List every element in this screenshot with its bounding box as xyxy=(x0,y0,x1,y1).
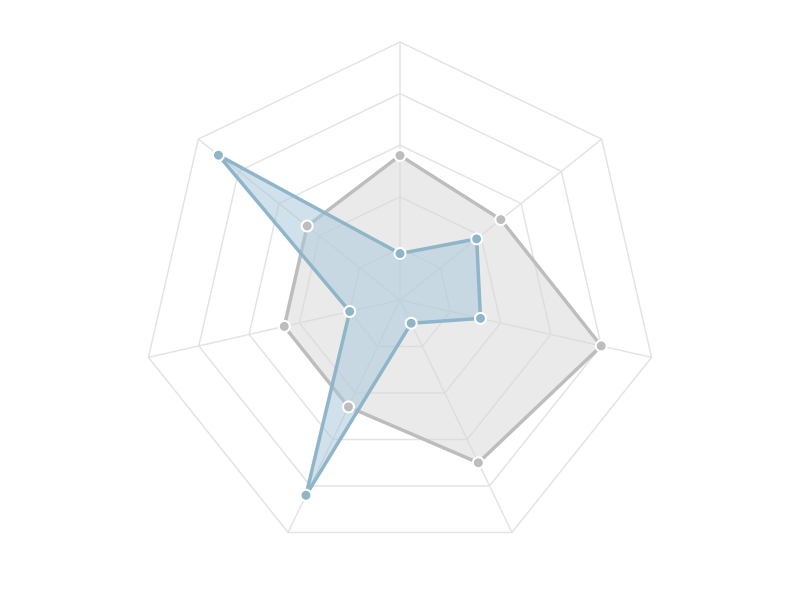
grid-ring-4 xyxy=(197,92,603,487)
series-1-point-7[interactable] xyxy=(300,219,314,233)
series-1-point-1[interactable] xyxy=(393,149,407,163)
series-2-point-1[interactable] xyxy=(393,247,407,261)
series-1-point-5[interactable] xyxy=(342,400,356,414)
series-2-point-7[interactable] xyxy=(211,148,225,162)
series-2-point-4[interactable] xyxy=(404,316,418,330)
grid-ring-3 xyxy=(248,144,552,441)
radar-points xyxy=(211,148,608,502)
series-1-point-3[interactable] xyxy=(594,339,608,353)
series-2-point-3[interactable] xyxy=(473,311,487,325)
series-2-area xyxy=(216,153,483,498)
grid-ring-5 xyxy=(147,41,653,534)
series-1-point-2[interactable] xyxy=(494,213,508,227)
series-2-point-2[interactable] xyxy=(470,232,484,246)
series-1-point-4[interactable] xyxy=(471,456,485,470)
series-2-point-5[interactable] xyxy=(299,488,313,502)
series-2-point-6[interactable] xyxy=(343,304,357,318)
radar-series xyxy=(216,153,603,498)
series-1-point-6[interactable] xyxy=(277,319,291,333)
